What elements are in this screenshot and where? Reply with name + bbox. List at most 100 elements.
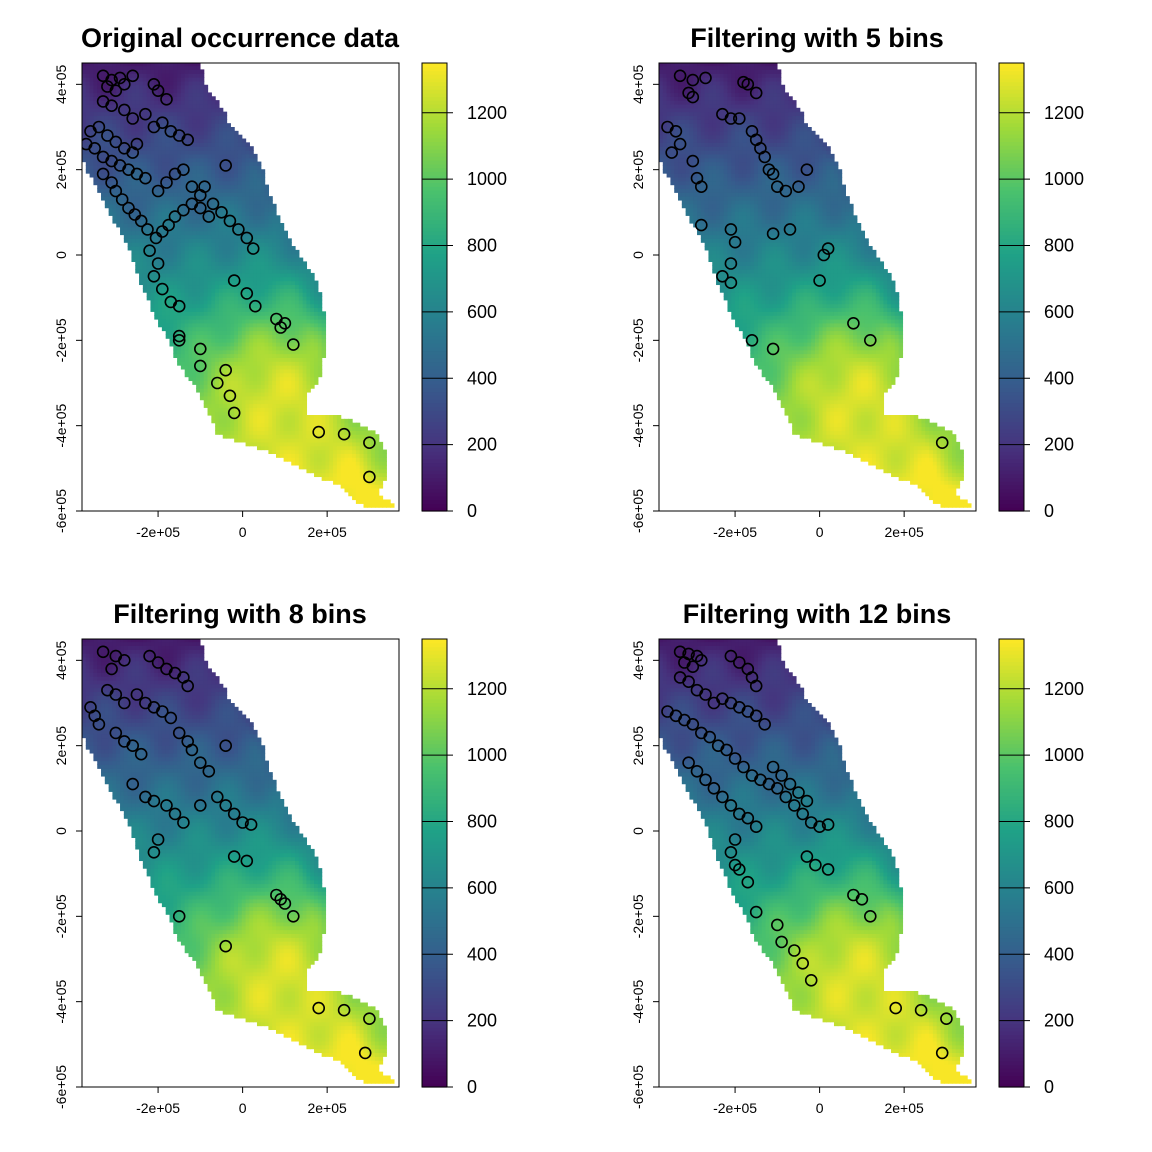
raster-cell xyxy=(237,230,243,236)
raster-cell xyxy=(177,315,182,320)
raster-cell xyxy=(310,322,315,328)
raster-cell xyxy=(279,411,285,416)
raster-cell xyxy=(196,77,201,82)
raster-cell xyxy=(237,349,243,355)
raster-cell xyxy=(146,73,152,78)
raster-cell xyxy=(165,73,171,78)
raster-cell xyxy=(371,453,376,458)
raster-cell xyxy=(234,342,239,347)
raster-cell xyxy=(150,280,155,286)
raster-cell xyxy=(161,253,167,259)
raster-cell xyxy=(203,123,209,128)
raster-cell xyxy=(161,295,167,301)
raster-cell xyxy=(256,330,262,335)
raster-cell xyxy=(142,211,148,216)
raster-cell xyxy=(253,184,258,190)
raster-cell xyxy=(192,127,197,132)
raster-cell xyxy=(241,384,247,389)
raster-cell xyxy=(249,242,254,247)
raster-cell xyxy=(203,319,209,324)
raster-cell xyxy=(184,161,190,166)
colorbar-segment xyxy=(422,66,447,72)
raster-cell xyxy=(207,115,212,120)
raster-cell xyxy=(241,180,247,186)
raster-cell xyxy=(154,303,159,309)
raster-cell xyxy=(256,399,262,405)
raster-cell xyxy=(188,365,193,370)
raster-cell xyxy=(218,372,224,378)
raster-cell xyxy=(279,299,285,305)
raster-cell xyxy=(173,184,178,190)
raster-cell xyxy=(199,388,205,393)
raster-cell xyxy=(146,199,152,205)
raster-cell xyxy=(685,188,691,193)
raster-cell xyxy=(681,180,687,186)
raster-cell xyxy=(260,234,266,239)
raster-cell xyxy=(150,63,155,67)
raster-cell xyxy=(192,234,197,239)
occurrence-point xyxy=(185,180,199,193)
raster-cell xyxy=(89,103,95,109)
raster-cell xyxy=(142,261,148,266)
raster-cell xyxy=(321,342,327,347)
raster-cell xyxy=(116,77,121,82)
raster-cell xyxy=(101,73,106,78)
raster-cell xyxy=(685,192,691,197)
raster-cell xyxy=(241,391,247,397)
raster-cell xyxy=(681,184,687,190)
raster-cell xyxy=(123,96,129,101)
raster-cell xyxy=(154,188,159,193)
raster-cell xyxy=(348,491,353,497)
raster-cell xyxy=(295,403,300,408)
raster-cell xyxy=(237,284,243,289)
occurrence-point xyxy=(206,197,220,211)
raster-cell xyxy=(112,130,117,136)
raster-cell xyxy=(150,307,155,312)
raster-cell xyxy=(693,196,698,201)
raster-cell xyxy=(196,284,201,289)
raster-cell xyxy=(173,272,178,278)
raster-cell xyxy=(276,238,281,243)
raster-cell xyxy=(253,319,258,324)
raster-cell xyxy=(222,407,228,412)
raster-cell xyxy=(85,73,91,78)
raster-cell xyxy=(272,434,277,439)
raster-cell xyxy=(298,365,304,370)
raster-cell xyxy=(298,334,304,339)
raster-cell xyxy=(165,161,171,166)
raster-cell xyxy=(310,449,315,454)
raster-cell xyxy=(295,457,300,462)
raster-cell xyxy=(249,203,254,209)
raster-cell xyxy=(241,376,247,382)
raster-cell xyxy=(697,100,702,105)
raster-cell xyxy=(218,338,224,343)
raster-cell xyxy=(169,334,174,339)
raster-cell xyxy=(279,345,285,351)
raster-cell xyxy=(192,226,197,232)
raster-cell xyxy=(154,257,159,262)
raster-cell xyxy=(97,111,102,117)
raster-cell xyxy=(218,199,224,205)
raster-cell xyxy=(295,315,300,320)
raster-cell xyxy=(226,127,231,132)
raster-cell xyxy=(158,80,163,86)
raster-cell xyxy=(184,173,190,178)
raster-cell xyxy=(268,253,273,259)
raster-cell xyxy=(222,326,228,332)
raster-cell xyxy=(283,449,289,454)
raster-cell xyxy=(203,184,209,190)
raster-cell xyxy=(215,415,220,420)
raster-cell xyxy=(272,395,277,401)
raster-cell xyxy=(678,130,683,136)
raster-cell xyxy=(89,65,95,70)
raster-cell xyxy=(188,292,193,297)
raster-cell xyxy=(226,361,231,366)
raster-cell xyxy=(215,372,220,378)
raster-cell xyxy=(317,342,323,347)
occurrence-point xyxy=(139,107,152,121)
raster-cell xyxy=(234,192,239,197)
raster-cell xyxy=(165,307,171,312)
raster-cell xyxy=(180,257,186,262)
raster-cell xyxy=(127,223,133,228)
raster-cell xyxy=(215,330,220,335)
